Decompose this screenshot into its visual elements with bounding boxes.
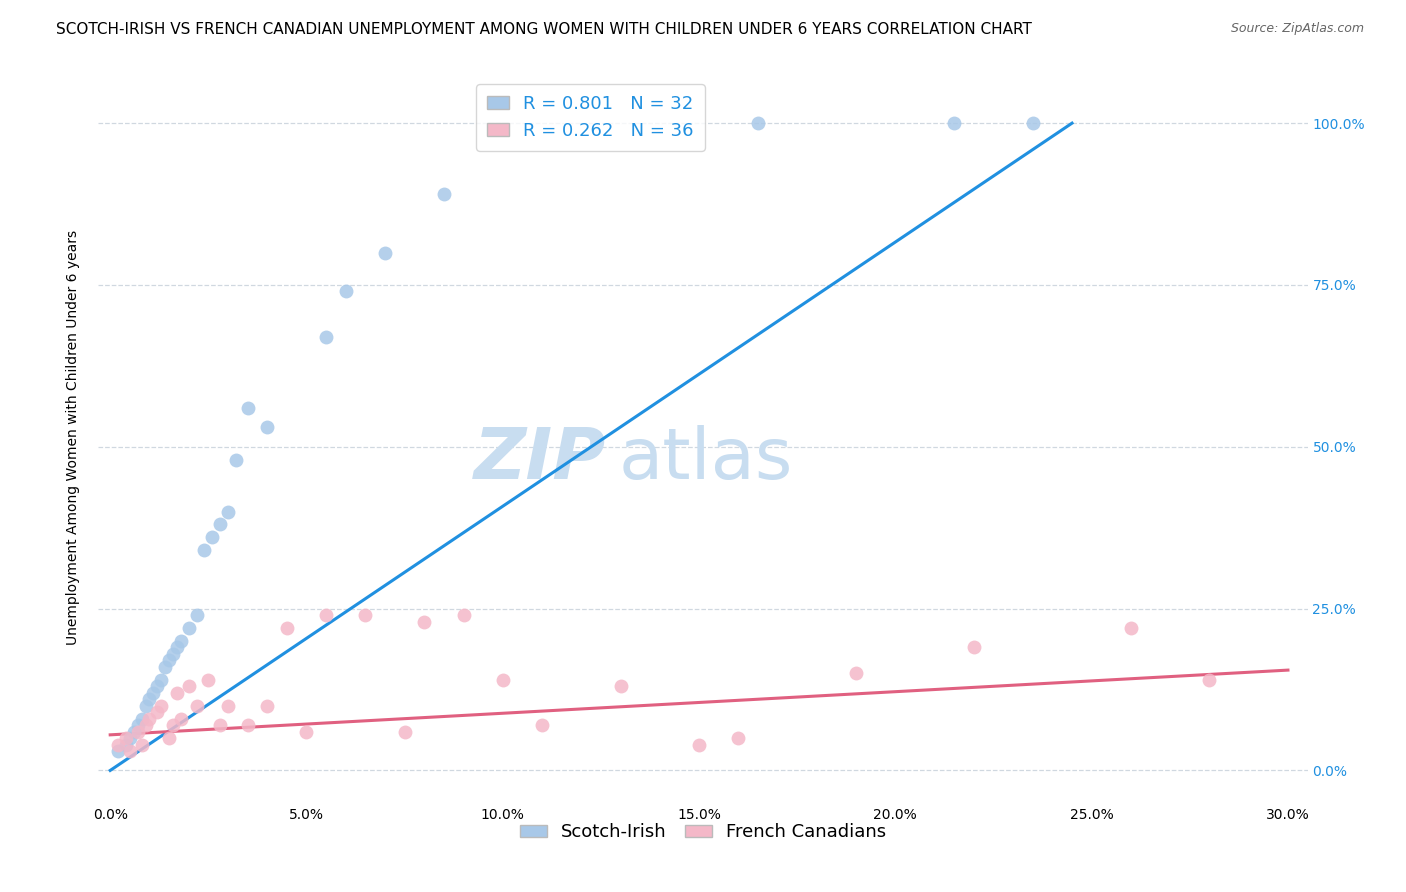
Point	[225, 452, 247, 467]
Point	[150, 698, 173, 713]
Point	[186, 698, 208, 713]
Point	[142, 686, 165, 700]
Point	[1198, 673, 1220, 687]
Point	[127, 724, 149, 739]
Point	[374, 245, 396, 260]
Point	[193, 543, 215, 558]
Point	[209, 718, 232, 732]
Point	[217, 698, 239, 713]
Point	[177, 679, 200, 693]
Text: SCOTCH-IRISH VS FRENCH CANADIAN UNEMPLOYMENT AMONG WOMEN WITH CHILDREN UNDER 6 Y: SCOTCH-IRISH VS FRENCH CANADIAN UNEMPLOY…	[56, 22, 1032, 37]
Point	[335, 285, 357, 299]
Point	[747, 116, 769, 130]
Point	[1022, 116, 1045, 130]
Point	[115, 731, 138, 745]
Point	[531, 718, 554, 732]
Point	[131, 738, 153, 752]
Point	[315, 330, 337, 344]
Point	[131, 712, 153, 726]
Point	[135, 718, 157, 732]
Point	[115, 738, 138, 752]
Point	[166, 686, 188, 700]
Point	[315, 608, 337, 623]
Point	[201, 530, 224, 544]
Point	[433, 187, 456, 202]
Point	[609, 679, 631, 693]
Point	[256, 698, 278, 713]
Point	[354, 608, 377, 623]
Legend: Scotch-Irish, French Canadians: Scotch-Irish, French Canadians	[512, 816, 894, 848]
Point	[1119, 621, 1142, 635]
Point	[127, 718, 149, 732]
Point	[236, 718, 259, 732]
Point	[727, 731, 749, 745]
Text: atlas: atlas	[619, 425, 793, 493]
Point	[166, 640, 188, 655]
Point	[177, 621, 200, 635]
Text: ZIP: ZIP	[474, 425, 606, 493]
Point	[157, 731, 180, 745]
Point	[688, 738, 710, 752]
Point	[118, 744, 141, 758]
Point	[153, 660, 176, 674]
Point	[295, 724, 318, 739]
Point	[217, 504, 239, 518]
Point	[209, 517, 232, 532]
Point	[256, 420, 278, 434]
Text: Source: ZipAtlas.com: Source: ZipAtlas.com	[1230, 22, 1364, 36]
Point	[453, 608, 475, 623]
Point	[135, 698, 157, 713]
Point	[236, 401, 259, 415]
Point	[492, 673, 515, 687]
Point	[413, 615, 436, 629]
Point	[170, 712, 193, 726]
Point	[157, 653, 180, 667]
Point	[276, 621, 298, 635]
Point	[963, 640, 986, 655]
Point	[162, 647, 184, 661]
Point	[197, 673, 219, 687]
Point	[186, 608, 208, 623]
Point	[107, 744, 129, 758]
Point	[122, 724, 145, 739]
Y-axis label: Unemployment Among Women with Children Under 6 years: Unemployment Among Women with Children U…	[66, 229, 80, 645]
Point	[845, 666, 868, 681]
Point	[943, 116, 966, 130]
Point	[146, 705, 169, 719]
Point	[150, 673, 173, 687]
Point	[118, 731, 141, 745]
Point	[138, 692, 160, 706]
Point	[138, 712, 160, 726]
Point	[170, 634, 193, 648]
Point	[107, 738, 129, 752]
Point	[146, 679, 169, 693]
Point	[162, 718, 184, 732]
Point	[394, 724, 416, 739]
